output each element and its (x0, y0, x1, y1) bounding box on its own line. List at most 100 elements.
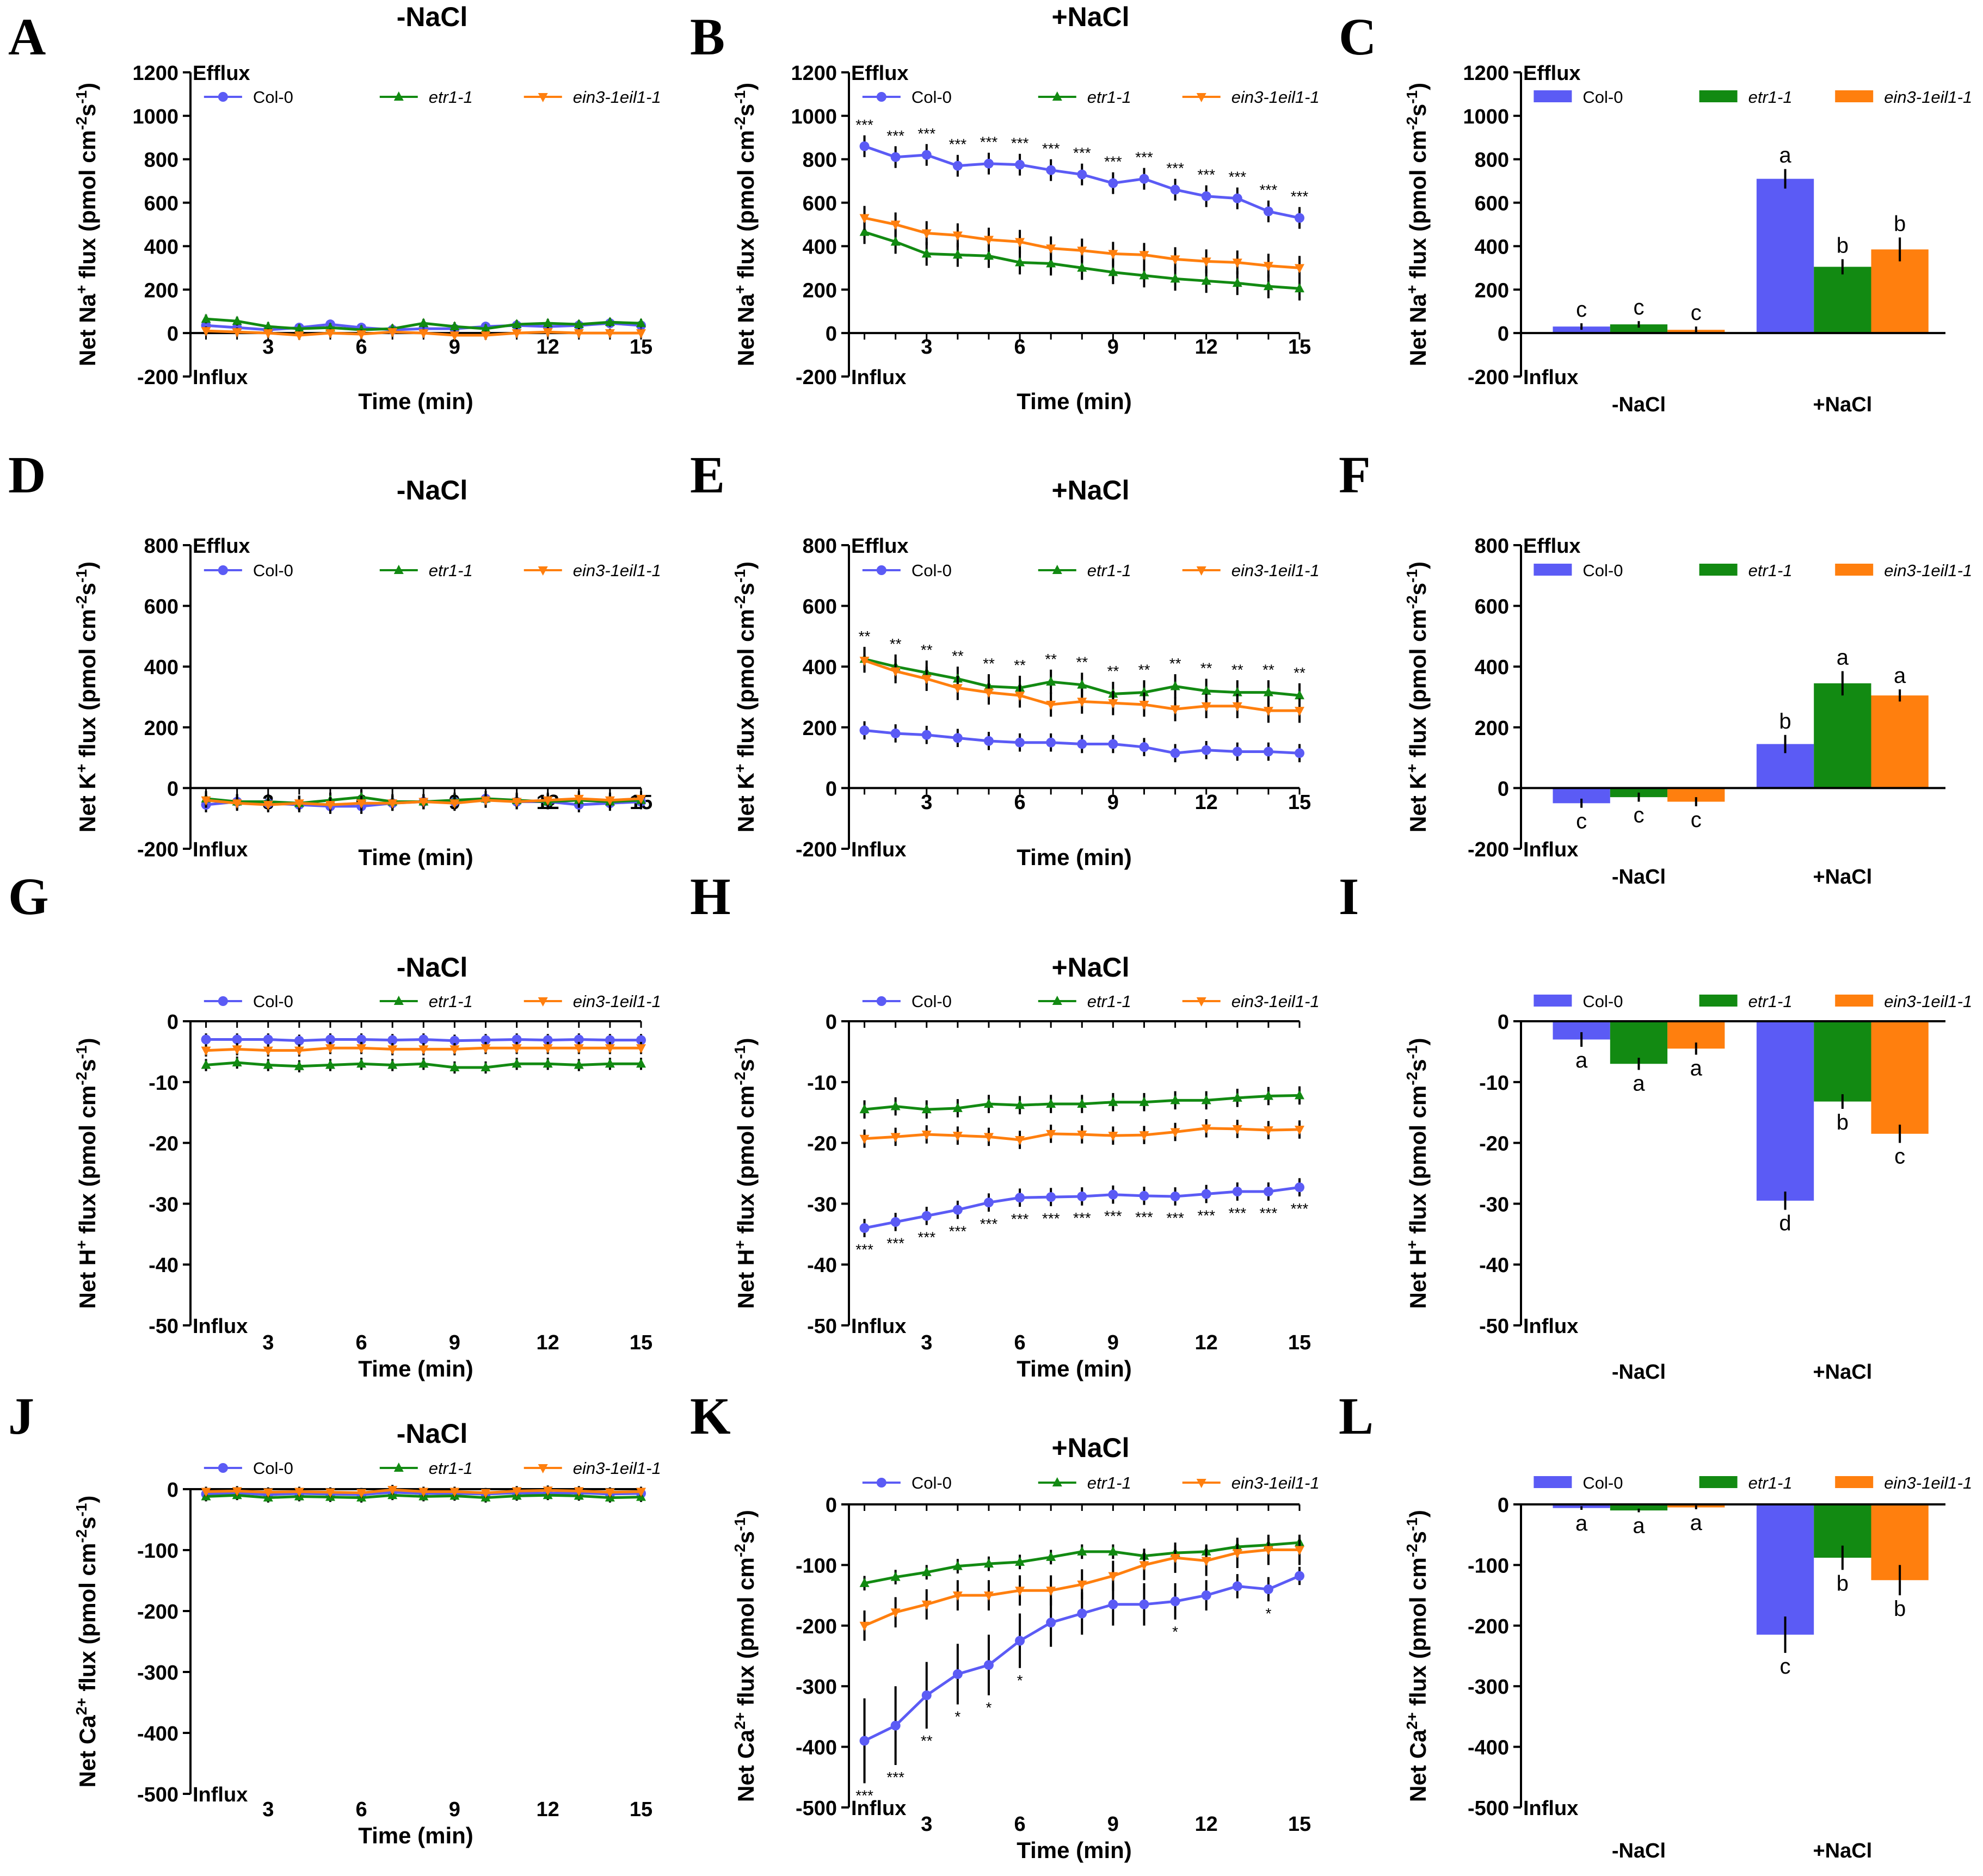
marker-ein3-1eil1-1 (636, 329, 646, 339)
y-tick-label: 0 (1498, 777, 1509, 800)
marker-ein3-1eil1-1 (1170, 1128, 1180, 1138)
marker-col-0 (1077, 169, 1087, 180)
marker-ein3-1eil1-1 (921, 1600, 932, 1610)
marker-col-0 (1295, 748, 1304, 758)
panel-letter-j: J (8, 1387, 34, 1445)
marker-ein3-1eil1-1 (325, 1488, 335, 1498)
marker-col-0 (1108, 1599, 1118, 1609)
bar-ein3-1eil1-1-nacl (1871, 1021, 1929, 1134)
marker-ein3-1eil1-1 (1046, 1130, 1056, 1139)
marker-ein3-1eil1-1 (481, 796, 491, 806)
y-tick-label: -300 (1468, 1676, 1509, 1699)
y-tick-label: -10 (1479, 1072, 1509, 1095)
significance-marker: *** (1166, 160, 1184, 177)
marker-etr1-1 (418, 318, 429, 328)
series-ein3-1eil1-1 (859, 1119, 1304, 1149)
marker-ein3-1eil1-1 (201, 1488, 211, 1497)
marker-etr1-1 (512, 1058, 522, 1068)
marker-ein3-1eil1-1 (263, 1488, 273, 1498)
y-tick-label: 0 (826, 777, 837, 800)
legend-swatch-col-0 (1534, 90, 1572, 102)
marker-ein3-1eil1-1 (1201, 702, 1211, 712)
legend-label-etr1-1: etr1-1 (1748, 1473, 1793, 1492)
legend-label-col-0: Col-0 (912, 561, 952, 580)
y-tick-label: 600 (803, 596, 837, 619)
legend-item-col-0: Col-0 (862, 88, 952, 107)
marker-col-0 (890, 1217, 901, 1227)
significance-letter: d (1779, 1212, 1791, 1236)
influx-label: Influx (1523, 838, 1578, 861)
y-tick-label: 800 (144, 149, 178, 172)
marker-etr1-1 (1295, 283, 1304, 293)
marker-col-0 (983, 158, 994, 169)
marker-etr1-1 (1046, 258, 1056, 268)
marker-etr1-1 (921, 248, 932, 258)
series-ein3-1eil1-1 (201, 1042, 646, 1057)
marker-ein3-1eil1-1 (1015, 1587, 1025, 1596)
marker-ein3-1eil1-1 (543, 1044, 553, 1054)
marker-ein3-1eil1-1 (449, 1045, 460, 1055)
y-tick-label: 200 (1475, 279, 1509, 302)
y-tick-label: -20 (149, 1133, 178, 1156)
significance-marker: *** (1104, 153, 1122, 170)
significance-marker: ** (921, 641, 933, 658)
marker-etr1-1 (574, 319, 584, 329)
legend-item-ein3-1eil1-1: ein3-1eil1-1 (524, 1459, 661, 1478)
marker-etr1-1 (1077, 679, 1087, 689)
y-tick-label: -20 (1479, 1133, 1509, 1156)
marker-ein3-1eil1-1 (636, 1488, 646, 1497)
category-label-nacl: -NaCl (1612, 1840, 1666, 1862)
legend-item-etr1-1: etr1-1 (1038, 561, 1131, 580)
marker-ein3-1eil1-1 (1139, 1131, 1149, 1141)
significance-marker: ** (952, 647, 964, 664)
bar-etr1-1-nacl (1610, 1021, 1668, 1064)
marker-col-0 (1170, 1191, 1180, 1201)
x-tick-label: 12 (1195, 791, 1218, 814)
y-tick-label: 800 (1475, 149, 1509, 172)
marker-etr1-1 (1170, 1095, 1180, 1104)
legend-label-col-0: Col-0 (253, 1459, 293, 1478)
y-axis-label-d: Net K+ flux (pmol cm-2s-1) (73, 561, 100, 832)
efflux-label: Efflux (851, 62, 909, 85)
legend-label-ein3-1eil1-1: ein3-1eil1-1 (1884, 1473, 1972, 1492)
significance-marker: ** (1263, 661, 1274, 678)
marker-ein3-1eil1-1 (1295, 1546, 1304, 1556)
x-tick-label: 3 (262, 1798, 274, 1821)
y-tick-label: 600 (144, 596, 178, 619)
marker-ein3-1eil1-1 (512, 1487, 522, 1497)
panel-g: G -50 -40 -30 -20 -10 0 Net H+ flux (pmol cm-2s… (8, 867, 661, 1381)
marker-etr1-1 (1052, 996, 1062, 1005)
marker-etr1-1 (952, 1102, 963, 1112)
legend-swatch-etr1-1 (1699, 564, 1738, 576)
legend-label-col-0: Col-0 (912, 992, 952, 1011)
marker-ein3-1eil1-1 (921, 1130, 932, 1140)
panel-letter-h: H (690, 867, 731, 925)
legend-item-etr1-1: etr1-1 (1038, 88, 1131, 107)
panel-title: -NaCl (397, 2, 468, 32)
marker-etr1-1 (263, 1059, 273, 1069)
series-col-0 (859, 1566, 1304, 1784)
significance-letter: c (1576, 810, 1587, 834)
significance-marker: *** (1291, 188, 1309, 205)
legend-label-col-0: Col-0 (912, 1473, 952, 1492)
marker-ein3-1eil1-1 (1263, 1126, 1273, 1136)
legend-label-etr1-1: etr1-1 (429, 88, 473, 107)
significance-letter: a (1779, 144, 1791, 168)
marker-col-0 (1108, 739, 1118, 749)
marker-etr1-1 (393, 996, 404, 1005)
legend-label-ein3-1eil1-1: ein3-1eil1-1 (1231, 992, 1320, 1011)
efflux-label: Efflux (1523, 535, 1581, 558)
y-axis-label-l: Net Ca2+ flux (pmol cm-2s-1) (1403, 1510, 1431, 1802)
influx-label: Influx (193, 366, 248, 389)
marker-ein3-1eil1-1 (1170, 1554, 1180, 1564)
marker-ein3-1eil1-1 (574, 1487, 584, 1497)
marker-etr1-1 (201, 1059, 211, 1069)
y-tick-label: 400 (803, 656, 837, 679)
marker-ein3-1eil1-1 (636, 1044, 646, 1054)
bar-group-nacl: d b c +NaCl (1756, 1021, 1929, 1384)
significance-marker: *** (1260, 182, 1278, 199)
legend-label-etr1-1: etr1-1 (429, 992, 473, 1011)
x-axis-label: Time (min) (358, 844, 473, 870)
significance-marker: * (986, 1699, 992, 1716)
legend-item-col-0: Col-0 (1534, 992, 1623, 1011)
